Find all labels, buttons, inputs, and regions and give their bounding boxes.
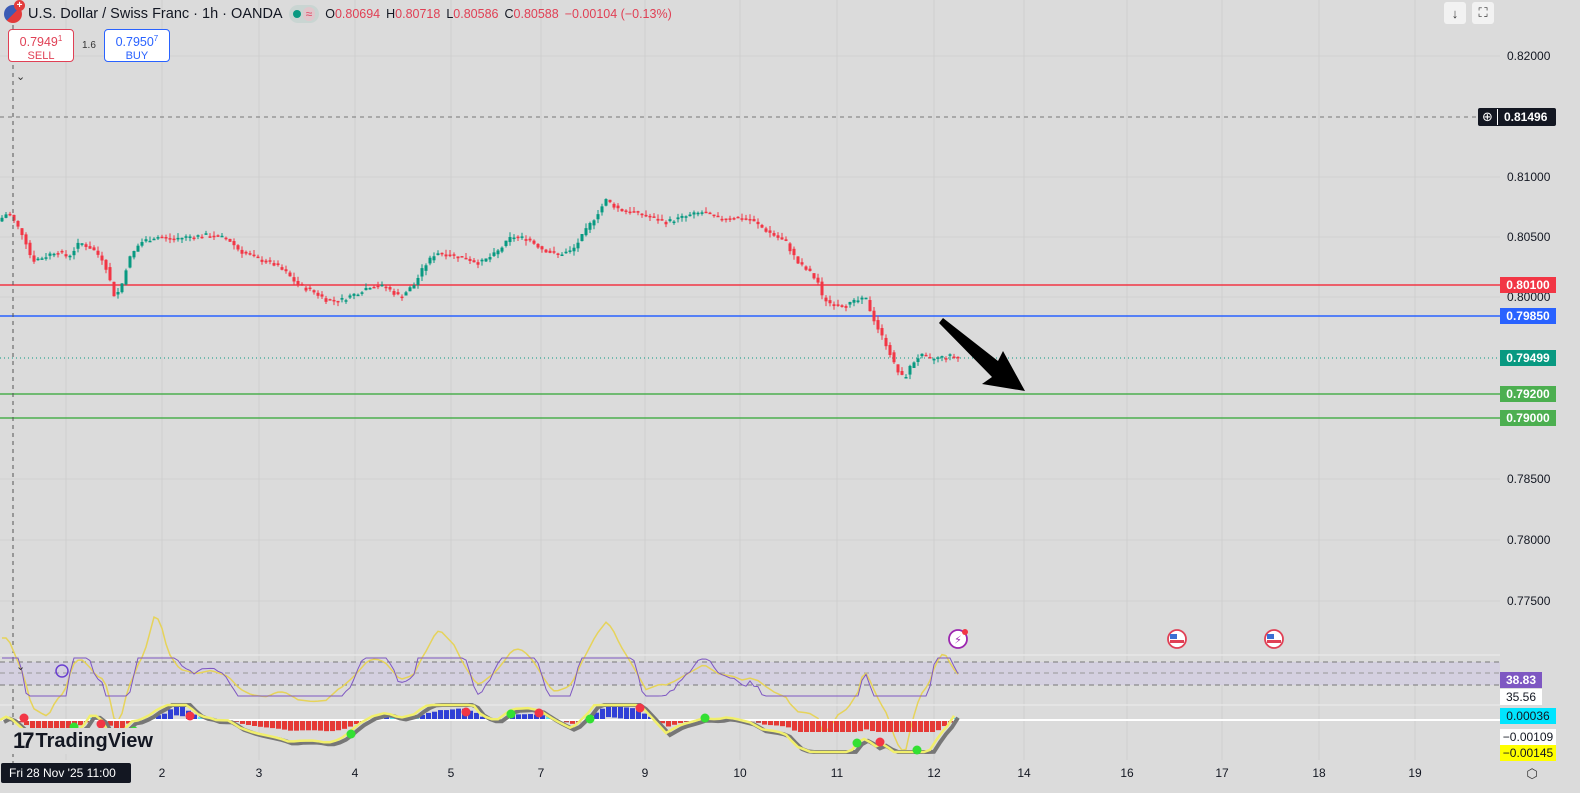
scroll-to-latest-button[interactable]: ↓ [1444,2,1466,24]
price-axis-tick: 0.82000 [1507,49,1551,63]
event-earnings-icon[interactable]: ⚡ [948,629,968,649]
sell-button[interactable]: 0.79491 SELL [8,29,74,62]
trade-panel: 0.79491 SELL 1.6 0.79507 BUY [8,29,170,62]
price-axis-tick: 0.78500 [1507,472,1551,486]
price-axis-tick: 0.78000 [1507,533,1551,547]
macd-hist-label: −0.00145 [1500,745,1556,761]
market-status[interactable]: ≈ [288,5,320,23]
collapse-legend-chevron-icon[interactable]: ⌄ [16,71,26,83]
svg-text:⚡: ⚡ [954,635,962,647]
tradingview-logo-icon: 17 [13,728,35,753]
ohlc-values: O0.80694 H0.80718 L0.80586 C0.80588 −0.0… [325,7,672,21]
time-axis-tick: 5 [447,766,455,780]
macd-value-label: 0.00036 [1500,708,1556,724]
time-axis-tick: 17 [1215,766,1229,780]
time-axis-tick: 4 [351,766,359,780]
horizontal-levels[interactable] [0,284,1500,419]
time-axis-tick: 10 [733,766,747,780]
grid-lines [0,0,1500,760]
target-2-price-label: 0.79000 [1500,410,1556,426]
chart-settings-gear-icon[interactable]: ⬡ [1526,766,1538,781]
symbol-header: U.S. Dollar / Swiss Franc · 1h · OANDA ≈… [4,0,672,25]
us-flag-event-icon[interactable] [1167,629,1187,649]
crosshair-time-label: Fri 28 Nov '25 11:00 [1,763,131,783]
current-price-price-label: 0.79499 [1500,350,1556,366]
time-axis-tick: 9 [641,766,649,780]
macd-pane [0,703,1500,755]
crosshair-price-label: ⊕ 0.81496 [1478,108,1556,126]
usd-chf-flag-icon [4,0,25,23]
time-axis-tick: 19 [1408,766,1422,780]
rsi-value-label: 38.83 [1500,672,1542,688]
resistance-red-price-label: 0.80100 [1500,277,1556,293]
price-axis-tick: 0.77500 [1507,594,1551,608]
down-arrow-drawing[interactable] [939,318,1025,391]
time-axis-tick: 2 [158,766,166,780]
time-axis-tick: 14 [1017,766,1031,780]
price-axis-tick: 0.80000 [1507,290,1551,304]
data-mode-icon: ≈ [302,7,316,21]
target-1-price-label: 0.79200 [1500,386,1556,402]
us-flag-event-icon[interactable] [1264,629,1284,649]
symbol-title[interactable]: U.S. Dollar / Swiss Franc · 1h · OANDA [28,6,283,22]
add-alert-plus-icon[interactable]: ⊕ [1478,109,1498,125]
price-axis-tick: 0.80500 [1507,230,1551,244]
time-axis-tick: 12 [927,766,941,780]
buy-button[interactable]: 0.79507 BUY [103,29,170,62]
collapse-indicator-chevron-icon[interactable]: ⌄ [16,661,26,673]
price-axis-tick: 0.81000 [1507,170,1551,184]
time-axis-tick: 16 [1120,766,1134,780]
rsi-ma-value-label: 35.56 [1500,689,1542,705]
time-axis-tick: 18 [1312,766,1326,780]
top-right-controls: ↓ ⛶ [1444,2,1494,24]
fullscreen-button[interactable]: ⛶ [1472,2,1494,24]
time-axis-tick: 7 [537,766,545,780]
resistance-blue-price-label: 0.79850 [1500,308,1556,324]
refresh-icon[interactable] [55,664,69,678]
market-open-icon [292,10,301,18]
spread-value: 1.6 [82,40,96,51]
macd-signal-label: −0.00109 [1500,729,1556,745]
candles [0,198,960,380]
time-axis-tick: 11 [830,766,844,780]
rsi-pane [0,616,1500,752]
time-axis-tick: 3 [255,766,263,780]
tradingview-logo[interactable]: 17 TradingView [11,728,155,754]
